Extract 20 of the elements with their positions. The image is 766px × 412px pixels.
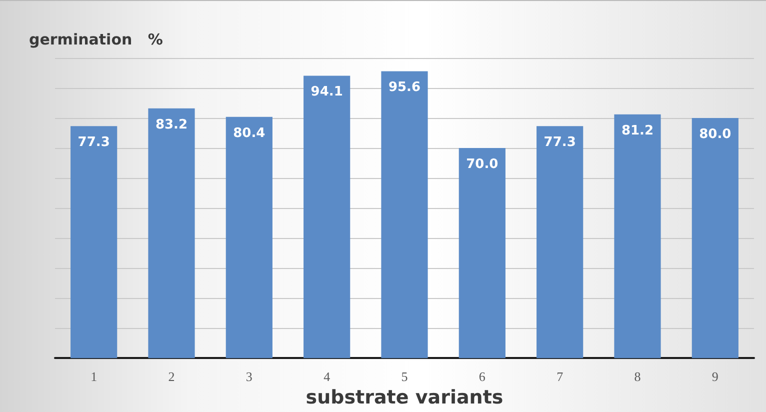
x-tick-label: 7 xyxy=(556,369,564,384)
data-label: 95.6 xyxy=(388,80,421,96)
data-label: 94.1 xyxy=(310,84,343,100)
x-tick-label: 4 xyxy=(324,369,331,384)
data-label: 83.2 xyxy=(155,117,188,132)
x-tick-label: 6 xyxy=(478,369,486,384)
x-axis-title: substrate variants xyxy=(306,386,504,408)
x-tick-label: 8 xyxy=(634,369,641,384)
x-tick-label: 9 xyxy=(712,369,718,384)
data-label: 77.3 xyxy=(78,135,110,150)
data-label: 80.0 xyxy=(699,127,732,142)
x-tick-label: 5 xyxy=(401,369,408,384)
x-tick-label: 3 xyxy=(246,369,252,384)
data-label: 70.0 xyxy=(466,157,498,172)
data-label: 81.2 xyxy=(621,123,654,138)
data-label: 80.4 xyxy=(233,126,266,141)
x-tick-label: 1 xyxy=(90,369,98,384)
y-axis-title: germination % xyxy=(29,30,163,48)
data-label: 77.3 xyxy=(544,135,576,150)
x-tick-label: 2 xyxy=(168,369,175,384)
